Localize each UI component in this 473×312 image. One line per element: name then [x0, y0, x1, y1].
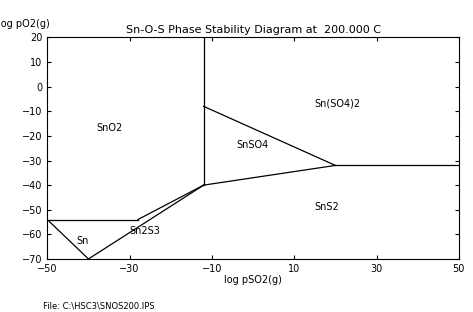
Text: Sn(SO4)2: Sn(SO4)2 [315, 98, 361, 108]
Text: SnSO4: SnSO4 [236, 140, 269, 150]
Text: Sn2S3: Sn2S3 [130, 226, 160, 236]
Text: Sn: Sn [76, 236, 88, 246]
Text: SnS2: SnS2 [315, 202, 340, 212]
X-axis label: log pSO2(g): log pSO2(g) [224, 275, 282, 285]
Title: Sn-O-S Phase Stability Diagram at  200.000 C: Sn-O-S Phase Stability Diagram at 200.00… [125, 25, 381, 35]
Text: File: C:\HSC3\SNOS200.IPS: File: C:\HSC3\SNOS200.IPS [43, 301, 154, 310]
Text: log pO2(g): log pO2(g) [0, 19, 50, 29]
Text: SnO2: SnO2 [96, 123, 123, 133]
